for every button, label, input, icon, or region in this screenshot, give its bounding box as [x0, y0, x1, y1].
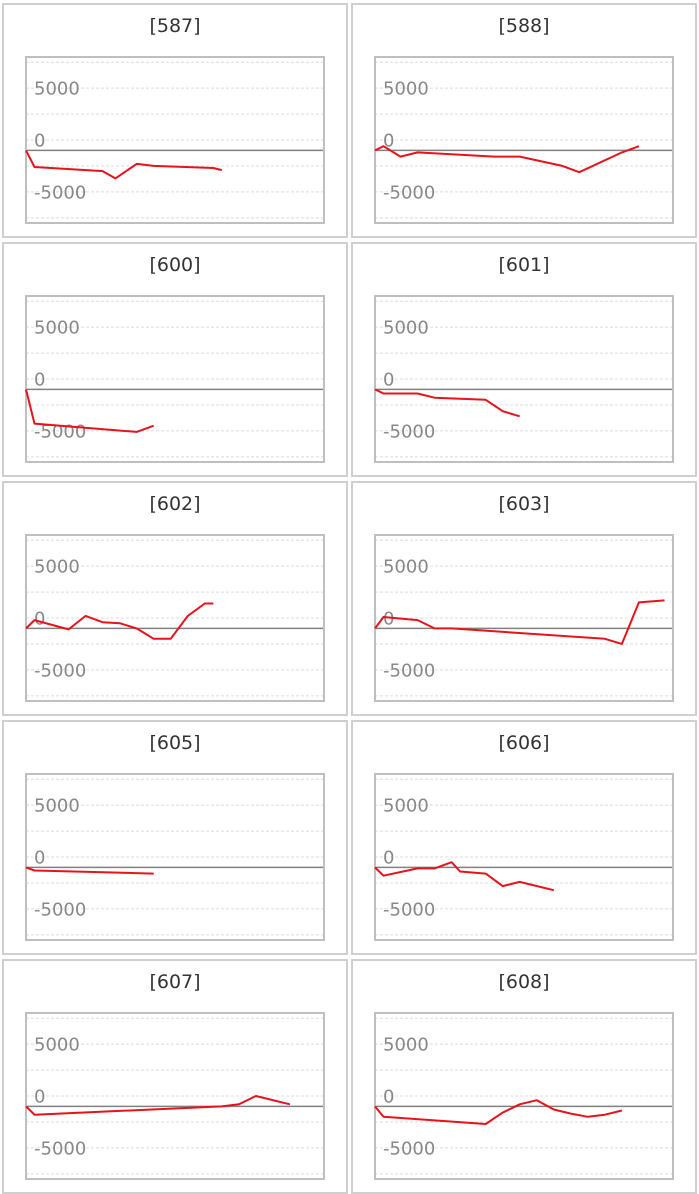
y-tick-label: -5000 [383, 899, 435, 920]
y-tick-label: 0 [383, 369, 394, 390]
chart-panel: [600] 5000 0 -5000 [2, 242, 348, 477]
plot-frame [374, 1012, 674, 1180]
y-tick-label: 0 [383, 130, 394, 151]
chart-panel: [607] 5000 0 -5000 [2, 959, 348, 1194]
y-tick-label: 5000 [383, 796, 429, 817]
chart-panel: [605] 5000 0 -5000 [2, 720, 348, 955]
y-tick-label: -5000 [34, 1138, 86, 1159]
y-tick-label: -5000 [383, 182, 435, 203]
plot-frame [25, 773, 325, 941]
y-tick-label: 5000 [34, 796, 80, 817]
plot-frame [374, 773, 674, 941]
plot-frame [25, 534, 325, 702]
series-line [374, 861, 555, 892]
series-line [25, 1095, 291, 1116]
line-chart: 5000 0 -5000 [374, 773, 674, 941]
y-tick-label: 0 [34, 608, 45, 629]
chart-panel: [606] 5000 0 -5000 [351, 720, 697, 955]
y-tick-label: -5000 [383, 660, 435, 681]
chart-title: [606] [498, 732, 550, 754]
y-tick-label: 0 [383, 608, 394, 629]
y-tick-label: 5000 [34, 318, 80, 339]
chart-title: [605] [149, 732, 201, 754]
chart-title: [602] [149, 493, 201, 515]
plot-frame [374, 534, 674, 702]
y-tick-label: 5000 [34, 557, 80, 578]
chart-panel: [602] 5000 0 -5000 [2, 481, 348, 716]
y-tick-label: 0 [383, 847, 394, 868]
line-chart: 5000 0 -5000 [25, 1012, 325, 1180]
y-tick-label: 5000 [383, 557, 429, 578]
plot-frame [374, 56, 674, 224]
y-tick-label: -5000 [383, 1138, 435, 1159]
series-line [25, 602, 214, 640]
plot-frame [25, 1012, 325, 1180]
chart-title: [587] [149, 15, 201, 37]
y-tick-label: -5000 [34, 660, 86, 681]
series-line [25, 389, 155, 433]
plot-frame [374, 295, 674, 463]
line-chart: 5000 0 -5000 [374, 295, 674, 463]
y-tick-label: 0 [383, 1086, 394, 1107]
series-line [374, 388, 520, 418]
line-chart: 5000 0 -5000 [25, 56, 325, 224]
chart-panel: [601] 5000 0 -5000 [351, 242, 697, 477]
y-tick-label: 5000 [34, 1035, 80, 1056]
series-line [374, 1099, 623, 1125]
chart-panel: [587] 5000 0 -5000 [2, 3, 348, 238]
chart-title: [600] [149, 254, 201, 276]
chart-title: [601] [498, 254, 550, 276]
line-chart: 5000 0 -5000 [374, 1012, 674, 1180]
y-tick-label: -5000 [34, 899, 86, 920]
chart-title: [607] [149, 971, 201, 993]
plot-frame [25, 295, 325, 463]
series-line [374, 599, 665, 645]
chart-title: [608] [498, 971, 550, 993]
series-line [25, 149, 223, 180]
y-tick-label: 0 [34, 1086, 45, 1107]
y-tick-label: 0 [34, 847, 45, 868]
chart-panel: [588] 5000 0 -5000 [351, 3, 697, 238]
y-tick-label: -5000 [383, 421, 435, 442]
line-chart: 5000 0 -5000 [25, 773, 325, 941]
chart-title: [603] [498, 493, 550, 515]
series-line [374, 145, 640, 174]
line-chart: 5000 0 -5000 [25, 534, 325, 702]
chart-panel: [608] 5000 0 -5000 [351, 959, 697, 1194]
y-tick-label: 5000 [383, 1035, 429, 1056]
line-chart: 5000 0 -5000 [374, 56, 674, 224]
y-tick-label: -5000 [34, 182, 86, 203]
series-line [25, 866, 154, 875]
plot-frame [25, 56, 325, 224]
chart-panel: [603] 5000 0 -5000 [351, 481, 697, 716]
y-tick-label: 5000 [383, 79, 429, 100]
chart-title: [588] [498, 15, 550, 37]
y-tick-label: 5000 [383, 318, 429, 339]
line-chart: 5000 0 -5000 [374, 534, 674, 702]
y-tick-label: 5000 [34, 79, 80, 100]
y-tick-label: 0 [34, 369, 45, 390]
y-tick-label: 0 [34, 130, 45, 151]
